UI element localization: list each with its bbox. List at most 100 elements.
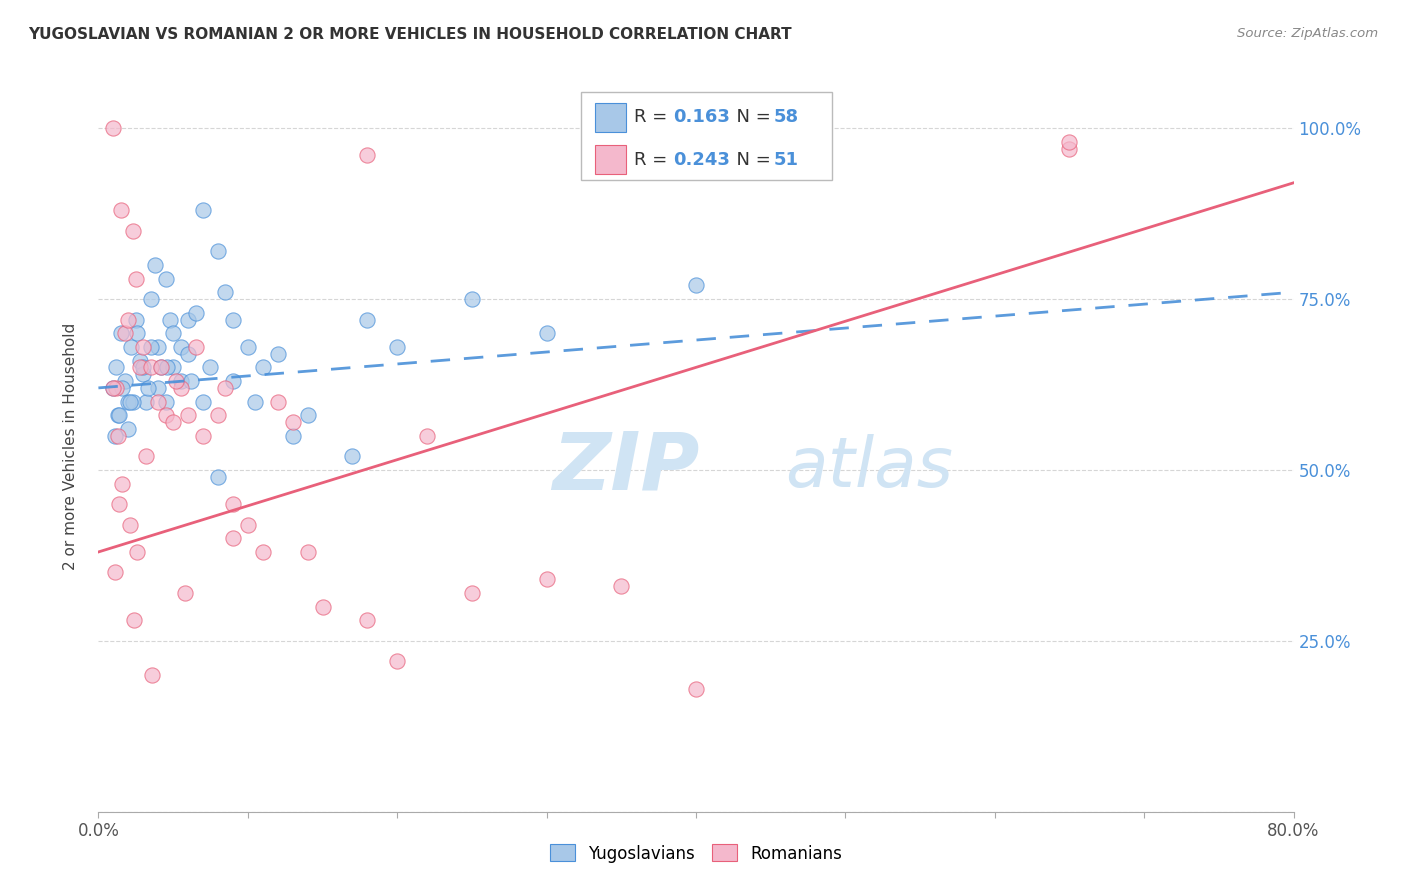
Point — [536, 572, 558, 586]
Point — [1059, 142, 1081, 156]
Point — [207, 244, 229, 259]
Text: 51: 51 — [773, 151, 799, 169]
Point — [159, 312, 181, 326]
Point — [118, 394, 141, 409]
Point — [108, 497, 131, 511]
Point — [385, 654, 409, 668]
Point — [136, 381, 159, 395]
Point — [114, 374, 136, 388]
Point — [103, 381, 125, 395]
Text: atlas: atlas — [786, 434, 953, 501]
Text: ZIP: ZIP — [553, 429, 700, 507]
Text: R =: R = — [634, 109, 673, 127]
Point — [139, 340, 162, 354]
Legend: Yugoslavians, Romanians: Yugoslavians, Romanians — [543, 838, 849, 869]
Point — [685, 278, 707, 293]
Point — [356, 148, 378, 162]
Point — [135, 449, 157, 463]
Point — [177, 409, 200, 423]
Point — [121, 394, 143, 409]
Point — [135, 394, 157, 409]
Point — [132, 340, 155, 354]
Point — [148, 394, 170, 409]
Point — [252, 545, 274, 559]
Point — [214, 285, 236, 300]
Point — [1059, 135, 1081, 149]
Point — [207, 409, 229, 423]
Point — [127, 326, 149, 341]
Point — [222, 374, 245, 388]
Point — [461, 292, 484, 306]
Point — [297, 409, 319, 423]
Point — [105, 381, 128, 395]
Point — [162, 326, 184, 341]
Point — [108, 409, 131, 423]
Point — [236, 340, 259, 354]
Point — [162, 360, 184, 375]
Point — [124, 613, 146, 627]
Point — [117, 422, 139, 436]
Point — [184, 306, 207, 320]
Text: N =: N = — [725, 109, 778, 127]
Point — [103, 121, 125, 136]
Point — [177, 312, 200, 326]
Point — [155, 409, 177, 423]
Point — [127, 545, 149, 559]
Point — [143, 258, 166, 272]
Text: Source: ZipAtlas.com: Source: ZipAtlas.com — [1237, 27, 1378, 40]
Point — [252, 360, 274, 375]
Point — [184, 340, 207, 354]
Point — [222, 531, 245, 545]
Point — [174, 586, 197, 600]
Point — [610, 142, 633, 156]
Point — [342, 449, 364, 463]
Point — [191, 394, 214, 409]
Point — [267, 394, 290, 409]
Point — [222, 497, 245, 511]
Point — [125, 271, 148, 285]
Point — [169, 340, 191, 354]
Point — [132, 368, 155, 382]
Point — [200, 360, 222, 375]
Point — [169, 381, 191, 395]
Point — [148, 340, 170, 354]
Point — [148, 381, 170, 395]
Point — [245, 394, 267, 409]
Point — [222, 312, 245, 326]
Point — [416, 429, 439, 443]
Point — [311, 599, 333, 614]
Point — [180, 374, 202, 388]
Point — [150, 360, 173, 375]
Text: R =: R = — [634, 151, 673, 169]
Point — [191, 429, 214, 443]
Point — [129, 353, 152, 368]
Point — [214, 381, 236, 395]
Point — [107, 409, 129, 423]
Point — [356, 613, 378, 627]
Point — [165, 374, 187, 388]
Point — [177, 347, 200, 361]
Point — [118, 517, 141, 532]
Point — [156, 360, 179, 375]
Text: N =: N = — [725, 151, 778, 169]
Point — [121, 224, 143, 238]
Point — [141, 668, 163, 682]
Point — [536, 326, 558, 341]
Point — [125, 312, 148, 326]
Point — [236, 517, 259, 532]
Point — [105, 360, 128, 375]
Point — [110, 203, 132, 218]
Text: 0.243: 0.243 — [673, 151, 730, 169]
Point — [207, 469, 229, 483]
Point — [297, 545, 319, 559]
Point — [139, 292, 162, 306]
Point — [461, 586, 484, 600]
Point — [356, 312, 378, 326]
Text: 58: 58 — [773, 109, 799, 127]
Point — [139, 360, 162, 375]
Point — [104, 429, 127, 443]
Point — [155, 394, 177, 409]
Point — [267, 347, 290, 361]
Point — [281, 429, 304, 443]
Point — [610, 579, 633, 593]
